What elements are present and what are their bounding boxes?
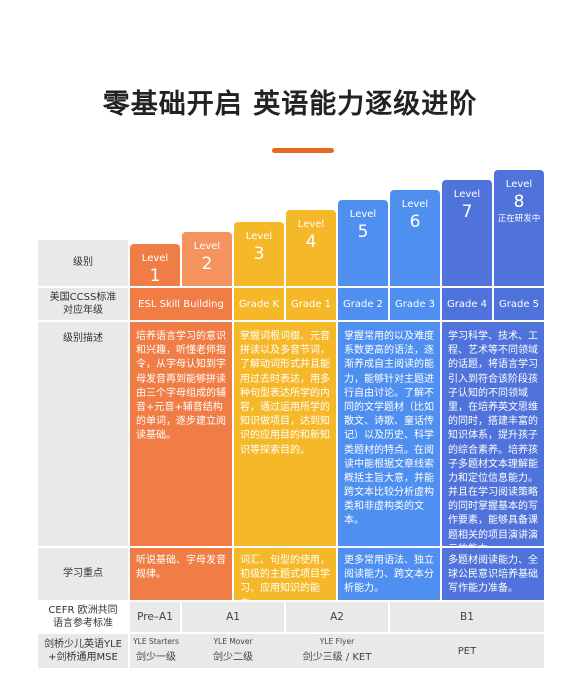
level-number: 3 [253,244,265,264]
cefr-cell: B1 [390,602,544,632]
row-label-cefr: CEFR 欧洲共同 语言参考标准 [38,602,128,632]
level-5-tab: Level 5 [338,200,388,286]
description-cell: 掌握常用的以及难度系数更高的语法，逐渐养成自主阅读的能力，能够针对主题进行自由讨… [338,322,440,546]
level-number: 5 [357,222,369,242]
yle-exam-name: YLE Mover [213,637,253,646]
level-label: Level [245,231,273,242]
yle-level: 剑少一级 [136,652,176,663]
focus-cell: 听说基础、字母发音规律。 [130,548,232,600]
cefr-cell: Pre–A1 [130,602,180,632]
level-note: 正在研发中 [497,214,541,224]
level-3-tab: Level 3 [234,222,284,286]
level-label: Level [141,253,169,264]
level-number: 2 [201,254,213,274]
grade-cell: Grade K [234,288,284,320]
row-label-cefr-text: CEFR 欧洲共同 语言参考标准 [48,604,118,630]
row-label-yle: 剑桥少儿英语YLE +剑桥通用MSE [38,634,128,668]
yle-level: PET [457,646,477,657]
row-label-ccss-text: 美国CCSS标准 对应年级 [49,291,117,317]
level-label: Level [193,241,221,252]
yle-level: 剑少三级 / KET [302,652,372,663]
yle-cell: PET [390,644,544,657]
level-4-tab: Level 4 [286,210,336,286]
focus-cell: 词汇、句型的使用，初级的主题式项目学习、应用知识的能力。 [234,548,336,609]
yle-cell: YLE Starters 剑少一级 [130,637,182,663]
level-number: 4 [305,232,317,252]
yle-level: 剑少二级 [213,652,253,663]
row-label-desc: 级别描述 [38,322,128,546]
level-label: Level [505,179,533,190]
level-number: 7 [461,202,473,222]
level-number: 8 [513,192,525,212]
grade-cell: Grade 2 [338,288,388,320]
grade-cell: Grade 3 [390,288,440,320]
description-cell: 掌握词根词缀、元音拼读以及多音节词，了解动词形式并且能用过去时表达，用多种句型表… [234,322,336,546]
description-cell: 培养语言学习的意识和兴趣，听懂老师指令，从字母认知到字母发音再到能够拼读由三个字… [130,322,232,546]
row-label-level: 级别 [38,240,128,286]
row-label-focus: 学习重点 [38,548,128,600]
level-number: 1 [149,266,161,286]
yle-cell: YLE Flyer 剑少三级 / KET [286,637,388,663]
yle-cell: YLE Mover 剑少二级 [182,637,284,663]
row-label-yle-text: 剑桥少儿英语YLE +剑桥通用MSE [44,638,122,664]
row-label-ccss: 美国CCSS标准 对应年级 [38,288,128,320]
cefr-cell: A2 [286,602,388,632]
level-1-tab: Level 1 [130,244,180,286]
title-underline [272,148,334,153]
level-label: Level [401,199,429,210]
grade-cell: Grade 5 [494,288,544,320]
level-7-tab: Level 7 [442,180,492,286]
level-2-tab: Level 2 [182,232,232,286]
level-number: 6 [409,212,421,232]
description-cell: 学习科学、技术、工程、艺术等不同领域的话题，将语言学习引入到符合该阶段孩子认知的… [442,322,544,555]
cefr-cell: A1 [182,602,284,632]
yle-row-bg [130,634,544,668]
focus-cell: 多题材阅读能力、全球公民意识培养基础写作能力准备。 [442,548,544,600]
level-label: Level [297,219,325,230]
level-label: Level [349,209,377,220]
yle-exam-name: YLE Starters [133,637,179,646]
grade-cell: ESL Skill Building [130,288,232,320]
focus-cell: 更多常用语法、独立阅读能力、跨文本分析能力。 [338,548,440,600]
yle-exam-name: YLE Flyer [319,637,355,646]
grade-cell: Grade 4 [442,288,492,320]
grade-cell: Grade 1 [286,288,336,320]
page-title: 零基础开启 英语能力逐级进阶 [102,89,478,120]
level-label: Level [453,189,481,200]
level-8-tab: Level 8 正在研发中 [494,170,544,286]
level-6-tab: Level 6 [390,190,440,286]
